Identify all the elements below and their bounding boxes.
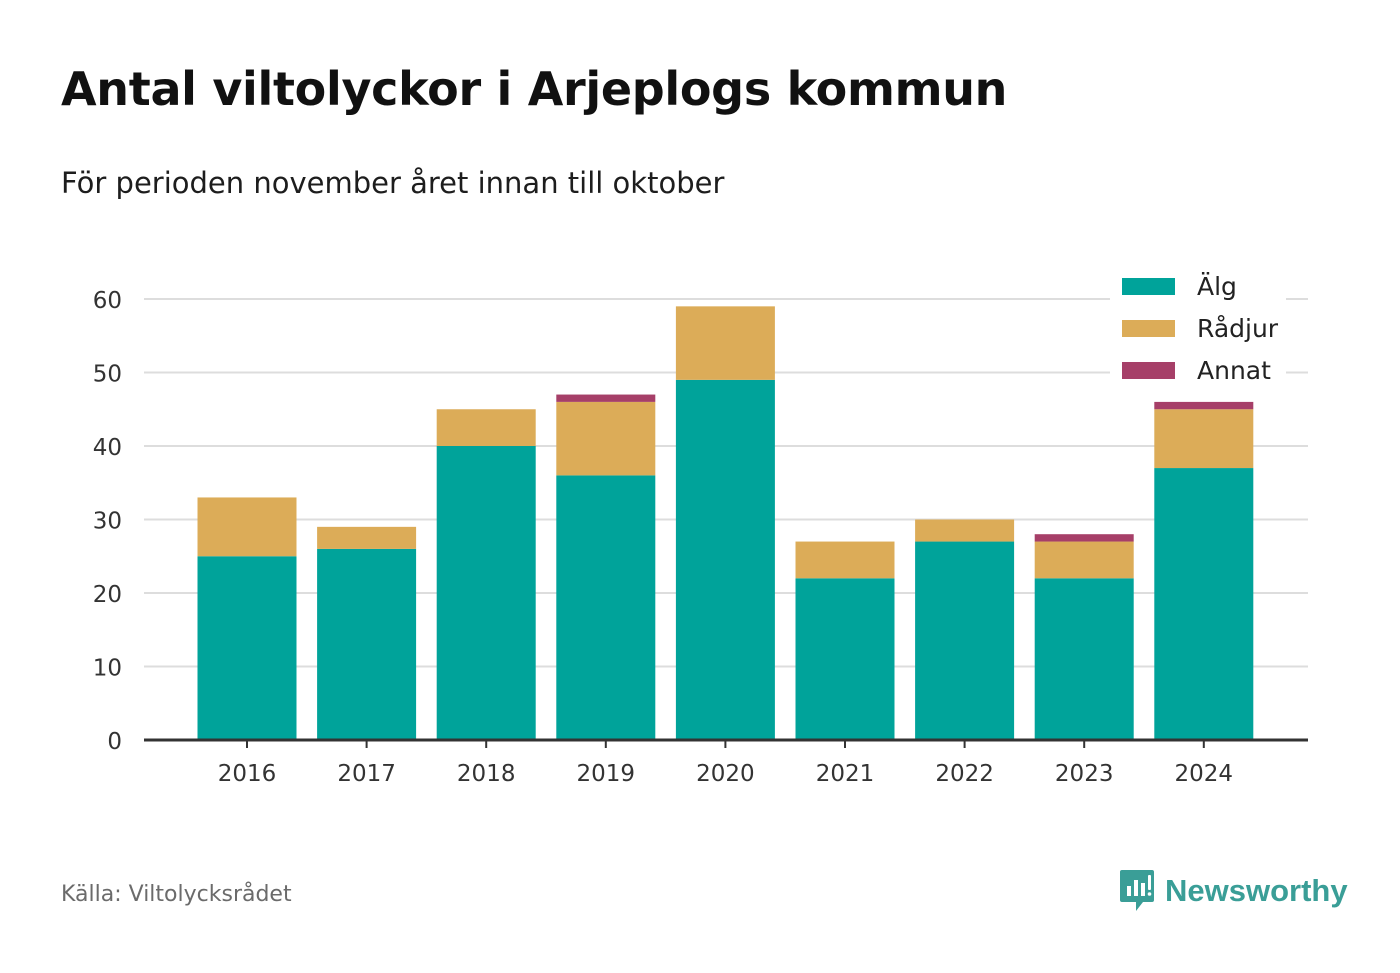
- bar-segment-rådjur-2018: [436, 409, 536, 446]
- bar-segment-älg-2023: [1034, 578, 1134, 740]
- legend-label-rådjur: Rådjur: [1197, 314, 1279, 343]
- bar-segment-älg-2019: [556, 475, 656, 740]
- bar-segment-älg-2020: [675, 379, 775, 740]
- y-tick-label: 10: [93, 656, 122, 682]
- x-tick-label: 2020: [696, 761, 755, 787]
- y-tick-label: 20: [93, 582, 122, 608]
- bar-segment-älg-2021: [795, 578, 895, 740]
- bar-segment-älg-2016: [197, 556, 297, 740]
- bar-segment-rådjur-2020: [675, 306, 775, 380]
- x-tick-label: 2016: [218, 761, 277, 787]
- x-tick-label: 2024: [1175, 761, 1234, 787]
- chart-bars: [197, 306, 1254, 740]
- y-tick-label: 50: [93, 362, 122, 388]
- bar-segment-annat-2019: [556, 394, 656, 402]
- bar-segment-rådjur-2016: [197, 497, 297, 557]
- x-tick-label: 2022: [935, 761, 994, 787]
- y-tick-label: 40: [93, 435, 122, 461]
- bar-segment-rådjur-2021: [795, 541, 895, 579]
- legend-swatch-älg: [1122, 278, 1175, 295]
- bar-segment-älg-2024: [1154, 468, 1254, 740]
- legend-label-annat: Annat: [1197, 356, 1271, 385]
- x-tick-label: 2021: [816, 761, 875, 787]
- y-tick-label: 30: [93, 509, 122, 535]
- legend-swatch-rådjur: [1122, 320, 1175, 337]
- bar-segment-rådjur-2019: [556, 401, 656, 476]
- bar-segment-rådjur-2022: [915, 519, 1015, 542]
- bar-segment-älg-2018: [436, 446, 536, 740]
- x-tick-label: 2017: [337, 761, 396, 787]
- bar-segment-älg-2022: [915, 541, 1015, 740]
- legend-label-älg: Älg: [1197, 272, 1237, 301]
- chart-legend: Älg Rådjur Annat: [1110, 260, 1286, 390]
- page-subtitle: För perioden november året innan till ok…: [61, 166, 725, 200]
- bar-segment-rådjur-2017: [317, 526, 417, 549]
- bar-segment-älg-2017: [317, 548, 417, 740]
- x-tick-label: 2023: [1055, 761, 1114, 787]
- bar-segment-rådjur-2023: [1034, 541, 1134, 579]
- page-title: Antal viltolyckor i Arjeplogs kommun: [61, 62, 1008, 116]
- y-tick-label: 0: [107, 729, 122, 755]
- y-tick-label: 60: [93, 288, 122, 314]
- legend-swatch-annat: [1122, 362, 1175, 379]
- bar-chart-speech-bubble-icon: [1120, 870, 1154, 911]
- x-tick-label: 2019: [577, 761, 636, 787]
- bar-segment-annat-2024: [1154, 401, 1254, 410]
- chart-axes: 0 10 20 30 40 50 60 2016 2017 2018 2019 2020 2021 202…: [93, 288, 1308, 787]
- x-tick-label: 2018: [457, 761, 516, 787]
- brand-logo[interactable]: Newsworthy: [1119, 869, 1348, 913]
- source-note: Källa: Viltolycksrådet: [61, 882, 292, 907]
- bar-segment-rådjur-2024: [1154, 409, 1254, 469]
- brand-name: Newsworthy: [1165, 873, 1348, 908]
- bar-segment-annat-2023: [1034, 534, 1134, 542]
